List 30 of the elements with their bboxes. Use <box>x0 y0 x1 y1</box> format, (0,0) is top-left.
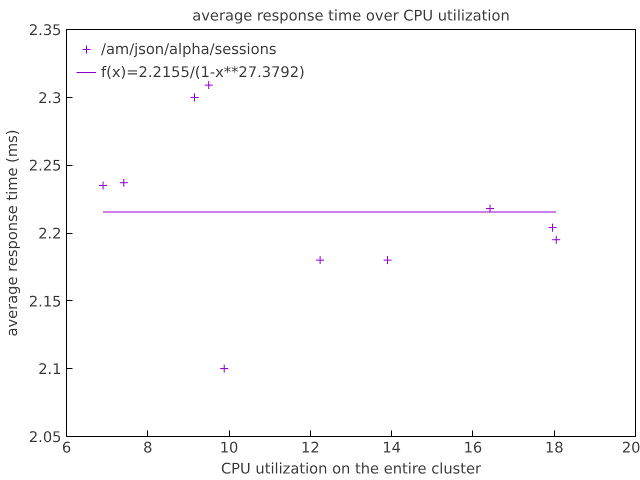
point <box>220 364 229 374</box>
point <box>383 256 392 265</box>
x-tick-label: 6 <box>62 440 72 456</box>
point <box>548 223 558 232</box>
x-axis-title: CPU utilization on the entire cluster <box>220 460 482 478</box>
point <box>552 235 561 244</box>
x-tick-label: 16 <box>464 440 482 456</box>
y-tick-label: 2.35 <box>28 22 62 39</box>
y-tick-label: 2.2 <box>38 226 62 242</box>
y-tick-label: 2.05 <box>28 429 62 446</box>
x-tick-label: 14 <box>382 440 401 456</box>
legend-label: /am/json/alpha/sessions <box>101 40 276 58</box>
y-tick-label: 2.25 <box>28 158 62 175</box>
point <box>98 181 108 190</box>
x-tick-label: 10 <box>220 440 238 456</box>
y-tick-label: 2.15 <box>28 293 62 310</box>
point <box>204 80 214 90</box>
chart-title: average response time over CPU utilization <box>192 8 510 24</box>
y-tick-label: 2.1 <box>38 361 62 378</box>
x-tick-label: 20 <box>622 440 640 456</box>
point <box>190 92 200 102</box>
x-tick-label: 12 <box>301 440 320 456</box>
point <box>316 256 325 265</box>
legend-label: f(x)=2.2155/(1-x**27.3792) <box>101 64 305 80</box>
y-axis-title: average response time (ms) <box>4 129 21 337</box>
x-tick-label: 8 <box>143 440 152 456</box>
x-tick-label: 18 <box>544 440 564 456</box>
point <box>119 178 128 188</box>
y-tick-label: 2.3 <box>38 90 62 107</box>
point <box>486 204 494 214</box>
